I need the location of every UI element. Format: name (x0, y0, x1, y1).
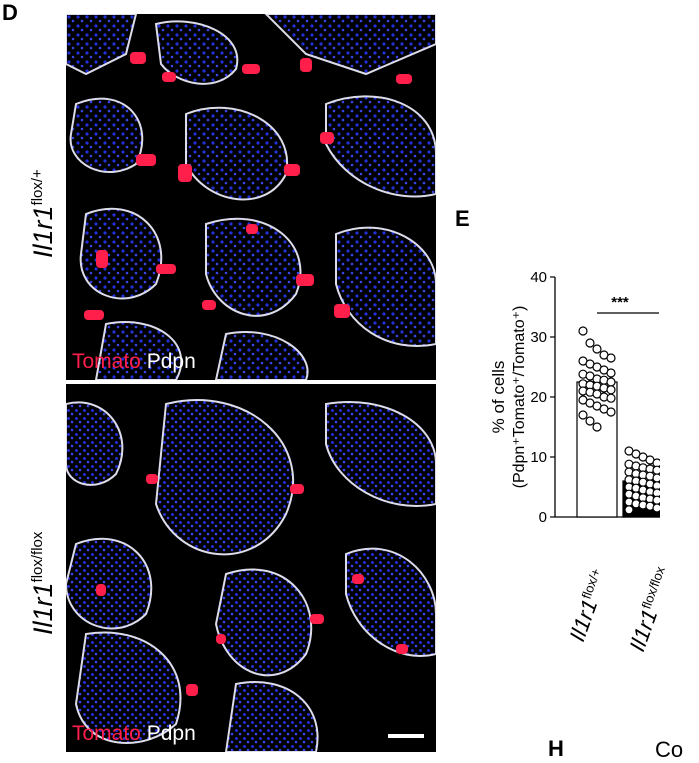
panel-letter-e: E (455, 206, 470, 231)
y-tick-label-1: 10 (530, 449, 547, 466)
panel-letter-d: D (2, 0, 18, 25)
y-tick-label-0: 0 (539, 509, 547, 526)
data-point-0-4 (606, 353, 616, 363)
stain-label-2: Tomato Pdpn (72, 722, 196, 745)
category-label-flox-het: Il1r1flox/+ (564, 566, 604, 645)
data-point-0-9 (606, 368, 616, 378)
row-label-flox-flox: Il1r1flox/flox (28, 531, 58, 635)
y-tick-label-3: 30 (530, 329, 547, 346)
data-point-1-9 (652, 465, 660, 475)
bar-chart: 0 10 20 30 40 % of cells (Pdpn⁺Tomato⁺/Tomato⁺… (489, 269, 660, 526)
scale-bar (388, 734, 424, 738)
micrograph-flox-het-texture (66, 14, 436, 380)
stain-label-1: Tomato Pdpn (72, 350, 196, 373)
data-point-1-34 (652, 503, 660, 513)
micrograph-flox-het: Tomato Pdpn (66, 14, 436, 380)
panel-letter-h: H (548, 736, 564, 761)
data-point-0-32 (592, 422, 602, 432)
data-point-0-24 (606, 393, 616, 403)
panel-h-cut-text: Co (655, 737, 684, 762)
data-point-0-30 (578, 410, 588, 420)
data-point-0-1 (585, 338, 595, 348)
data-point-1-29 (652, 495, 660, 505)
row-label-flox-het: Il1r1flox/+ (28, 169, 58, 258)
data-point-0-29 (606, 407, 616, 417)
y-axis-label: % of cells (489, 361, 508, 434)
y-tick-label-2: 20 (530, 389, 547, 406)
data-point-0-14 (606, 377, 616, 387)
category-label-flox-flox: Il1r1flox/flox (624, 564, 668, 655)
y-tick-label-4: 40 (530, 269, 547, 286)
data-point-1-35 (624, 505, 634, 515)
data-point-0-0 (578, 326, 588, 336)
data-point-0-31 (585, 416, 595, 426)
data-point-0-2 (592, 344, 602, 354)
micrograph-flox-flox-texture (66, 399, 436, 752)
data-point-1-14 (652, 473, 660, 483)
data-point-0-19 (606, 385, 616, 395)
micrograph-flox-flox: Tomato Pdpn (66, 384, 436, 752)
significance-label: *** (611, 294, 629, 311)
y-axis-label-2: (Pdpn⁺Tomato⁺/Tomato⁺) (511, 306, 528, 489)
